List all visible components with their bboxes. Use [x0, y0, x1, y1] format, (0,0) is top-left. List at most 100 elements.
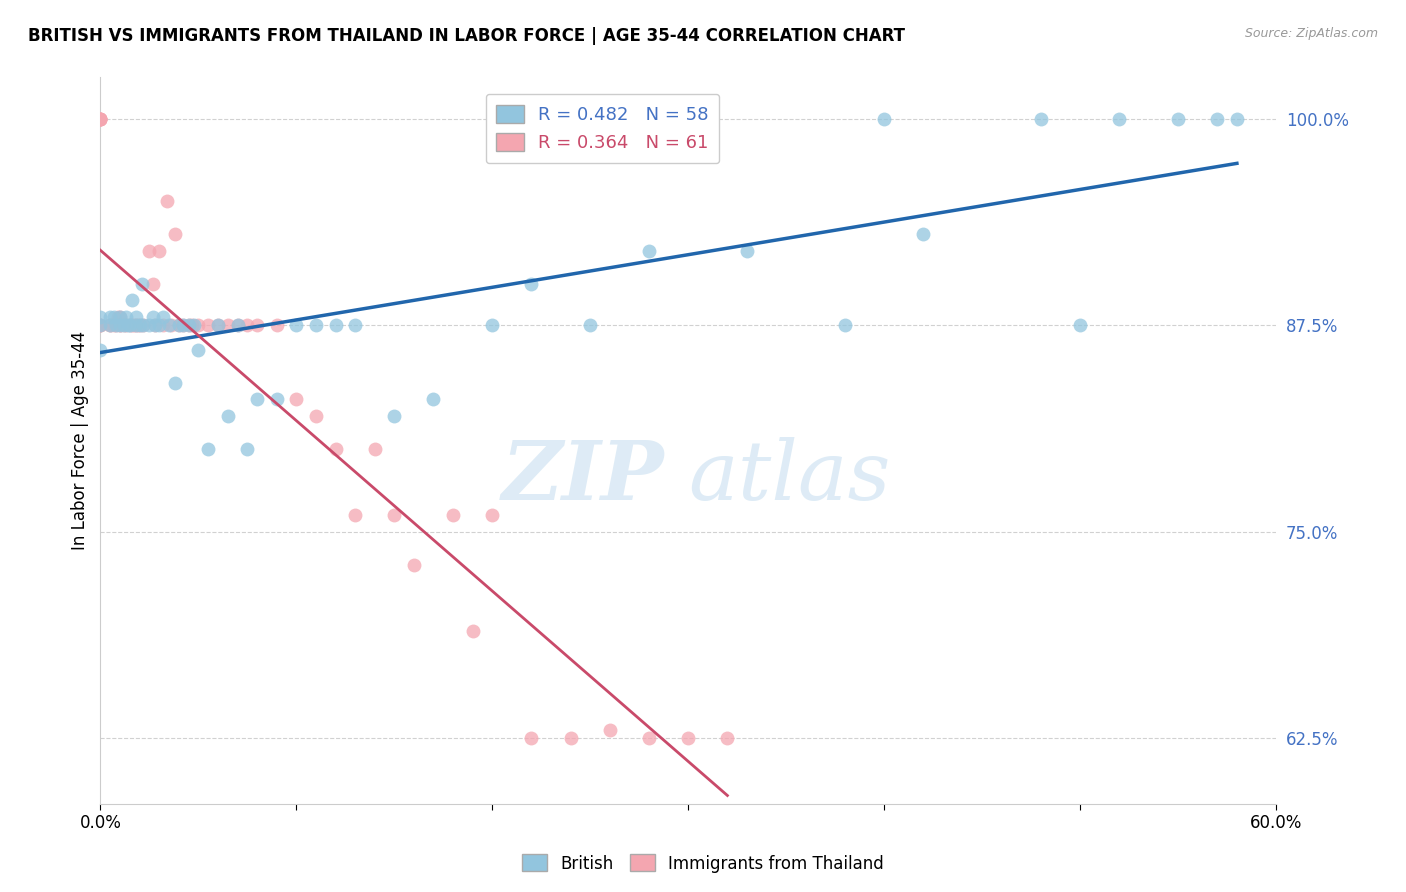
Point	[143, 318, 166, 332]
Point	[89, 310, 111, 324]
Point	[143, 318, 166, 332]
Point	[599, 723, 621, 737]
Point	[873, 112, 896, 126]
Point	[187, 343, 209, 357]
Point	[98, 310, 121, 324]
Point	[142, 310, 165, 324]
Point	[103, 318, 125, 332]
Point	[912, 227, 935, 242]
Text: Source: ZipAtlas.com: Source: ZipAtlas.com	[1244, 27, 1378, 40]
Point	[108, 318, 131, 332]
Y-axis label: In Labor Force | Age 35-44: In Labor Force | Age 35-44	[72, 331, 89, 550]
Point	[236, 442, 259, 456]
Point	[481, 508, 503, 522]
Point	[103, 310, 125, 324]
Point	[716, 731, 738, 745]
Point	[108, 318, 131, 332]
Point	[217, 409, 239, 423]
Point	[266, 392, 288, 407]
Point	[160, 318, 183, 332]
Point	[128, 318, 150, 332]
Point	[834, 318, 856, 332]
Point	[207, 318, 229, 332]
Point	[402, 558, 425, 572]
Point	[89, 343, 111, 357]
Point	[89, 318, 111, 332]
Point	[422, 392, 444, 407]
Legend: R = 0.482   N = 58, R = 0.364   N = 61: R = 0.482 N = 58, R = 0.364 N = 61	[485, 94, 720, 163]
Point	[112, 318, 135, 332]
Point	[107, 310, 129, 324]
Point	[226, 318, 249, 332]
Legend: British, Immigrants from Thailand: British, Immigrants from Thailand	[515, 847, 891, 880]
Point	[124, 310, 146, 324]
Point	[98, 318, 121, 332]
Point	[152, 310, 174, 324]
Point	[89, 318, 111, 332]
Point	[177, 318, 200, 332]
Point	[344, 318, 367, 332]
Point	[177, 318, 200, 332]
Point	[236, 318, 259, 332]
Point	[105, 318, 128, 332]
Point	[325, 442, 347, 456]
Point	[187, 318, 209, 332]
Point	[363, 442, 385, 456]
Point	[121, 293, 143, 308]
Text: BRITISH VS IMMIGRANTS FROM THAILAND IN LABOR FORCE | AGE 35-44 CORRELATION CHART: BRITISH VS IMMIGRANTS FROM THAILAND IN L…	[28, 27, 905, 45]
Point	[441, 508, 464, 522]
Point	[108, 310, 131, 324]
Point	[114, 318, 136, 332]
Point	[108, 310, 131, 324]
Point	[124, 318, 146, 332]
Point	[89, 112, 111, 126]
Point	[638, 244, 661, 258]
Point	[128, 318, 150, 332]
Point	[1206, 112, 1229, 126]
Point	[246, 392, 269, 407]
Text: atlas: atlas	[688, 437, 890, 517]
Point	[89, 112, 111, 126]
Point	[461, 624, 484, 638]
Point	[118, 318, 141, 332]
Point	[285, 318, 308, 332]
Point	[172, 318, 194, 332]
Point	[181, 318, 204, 332]
Point	[1108, 112, 1130, 126]
Point	[1029, 112, 1052, 126]
Point	[89, 112, 111, 126]
Point	[114, 310, 136, 324]
Point	[89, 318, 111, 332]
Point	[131, 277, 153, 291]
Point	[560, 731, 582, 745]
Point	[676, 731, 699, 745]
Point	[121, 318, 143, 332]
Text: ZIP: ZIP	[502, 437, 665, 517]
Point	[579, 318, 602, 332]
Point	[124, 318, 146, 332]
Point	[98, 318, 121, 332]
Point	[118, 318, 141, 332]
Point	[172, 318, 194, 332]
Point	[89, 112, 111, 126]
Point	[246, 318, 269, 332]
Point	[197, 442, 219, 456]
Point	[167, 318, 190, 332]
Point	[105, 318, 128, 332]
Point	[152, 318, 174, 332]
Point	[112, 318, 135, 332]
Point	[305, 318, 328, 332]
Point	[138, 318, 160, 332]
Point	[167, 318, 190, 332]
Point	[305, 409, 328, 423]
Point	[266, 318, 288, 332]
Point	[132, 318, 155, 332]
Point	[122, 318, 145, 332]
Point	[520, 731, 543, 745]
Point	[735, 244, 758, 258]
Point	[382, 409, 405, 423]
Point	[285, 392, 308, 407]
Point	[138, 244, 160, 258]
Point	[520, 277, 543, 291]
Point	[183, 318, 205, 332]
